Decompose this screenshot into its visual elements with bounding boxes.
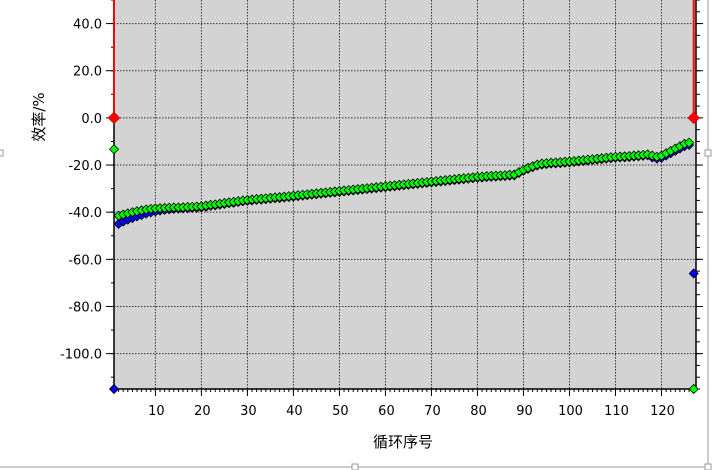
data-point: [688, 268, 699, 279]
y-axis-title: 效率/%: [30, 92, 48, 141]
series-2: [107, 0, 701, 125]
y-tick-label: -60.0: [68, 253, 102, 268]
x-tick-label: 20: [194, 404, 211, 419]
data-point: [684, 137, 695, 148]
x-tick-label: 30: [240, 404, 257, 419]
resize-handle: [704, 149, 712, 157]
x-tick-label: 10: [148, 404, 165, 419]
x-tick-label: 50: [332, 404, 349, 419]
y-tick-label: 0.0: [81, 112, 102, 127]
plot-area: [114, 0, 696, 389]
resize-handle: [351, 463, 359, 470]
x-tick-label: 60: [378, 404, 395, 419]
x-tick-label: 80: [470, 404, 487, 419]
grid: [114, 0, 696, 389]
x-tick-label: 40: [286, 404, 303, 419]
y-tick-label: -80.0: [68, 300, 102, 315]
x-tick-label: 90: [516, 404, 533, 419]
data-marks: [107, 0, 701, 395]
series-1: [108, 137, 699, 395]
data-point: [108, 383, 120, 395]
x-axis-title: 循环序号: [373, 433, 433, 451]
y-tick-label: 40.0: [73, 18, 102, 33]
axes: 10 20 30 40 50 60 70 80 90 100 110 120 40.0 20.0 0.0 -2…: [60, 0, 703, 419]
red-point: [107, 111, 121, 125]
resize-handle: [0, 149, 4, 157]
data-point: [108, 144, 120, 155]
red-point: [687, 111, 701, 125]
x-tick-label: 120: [650, 404, 675, 419]
y-tick-label: -40.0: [68, 206, 102, 221]
x-tick-label: 100: [558, 404, 583, 419]
x-tick-label: 70: [424, 404, 441, 419]
x-tick-label: 110: [604, 404, 629, 419]
y-tick-label: -20.0: [68, 159, 102, 174]
resize-handle: [704, 463, 712, 470]
y-tick-label: -100.0: [60, 348, 102, 363]
data-point: [688, 383, 699, 395]
y-tick-label: 20.0: [73, 65, 102, 80]
